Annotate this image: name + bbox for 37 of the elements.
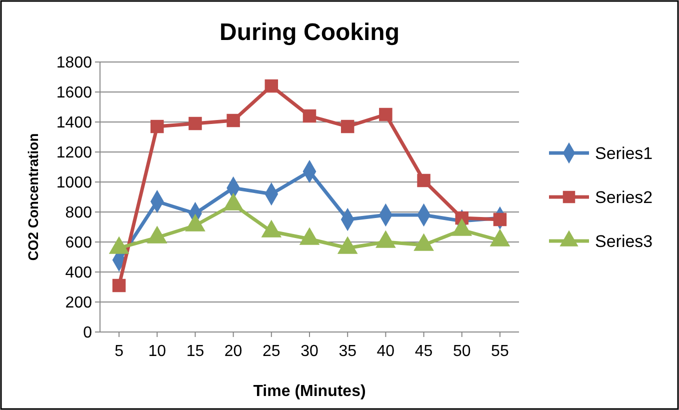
y-tick-label: 1200 — [56, 144, 92, 162]
point — [112, 278, 126, 292]
point — [226, 114, 240, 128]
y-tick-label: 400 — [65, 264, 92, 282]
y-tick-label: 800 — [65, 204, 92, 222]
y-tick-label: 1400 — [56, 114, 92, 132]
x-axis-title: Time (Minutes) — [253, 383, 366, 400]
x-tick-label: 20 — [224, 343, 242, 360]
x-tick-label: 45 — [414, 343, 433, 360]
legend-label: Series1 — [595, 144, 653, 163]
y-tick-label: 1000 — [56, 174, 92, 192]
x-tick-label: 50 — [452, 343, 471, 360]
y-tick-label: 600 — [65, 234, 92, 252]
x-tick-label: 30 — [300, 343, 318, 360]
y-tick-label: 1800 — [56, 54, 92, 72]
x-tick-label: 10 — [148, 343, 166, 360]
x-tick-label: 25 — [262, 343, 280, 360]
point — [379, 108, 392, 122]
legend-label: Series3 — [595, 232, 653, 251]
chart-title: During Cooking — [220, 19, 400, 46]
x-tick-label: 5 — [114, 343, 124, 360]
point — [302, 109, 316, 123]
y-tick-label: 200 — [65, 294, 92, 312]
point — [493, 212, 507, 226]
x-tick-label: 40 — [376, 343, 395, 360]
point — [188, 116, 202, 130]
point — [417, 174, 430, 188]
y-tick-label: 0 — [83, 324, 92, 342]
y-tick-label: 1600 — [56, 84, 92, 102]
point — [264, 79, 278, 93]
x-tick-label: 35 — [338, 343, 357, 360]
y-axis-title: CO2 Concentration — [25, 133, 41, 261]
point — [340, 120, 354, 134]
x-tick-label: 55 — [491, 343, 509, 360]
x-tick-label: 15 — [186, 343, 204, 360]
legend-label: Series2 — [595, 188, 653, 207]
point — [150, 120, 164, 134]
